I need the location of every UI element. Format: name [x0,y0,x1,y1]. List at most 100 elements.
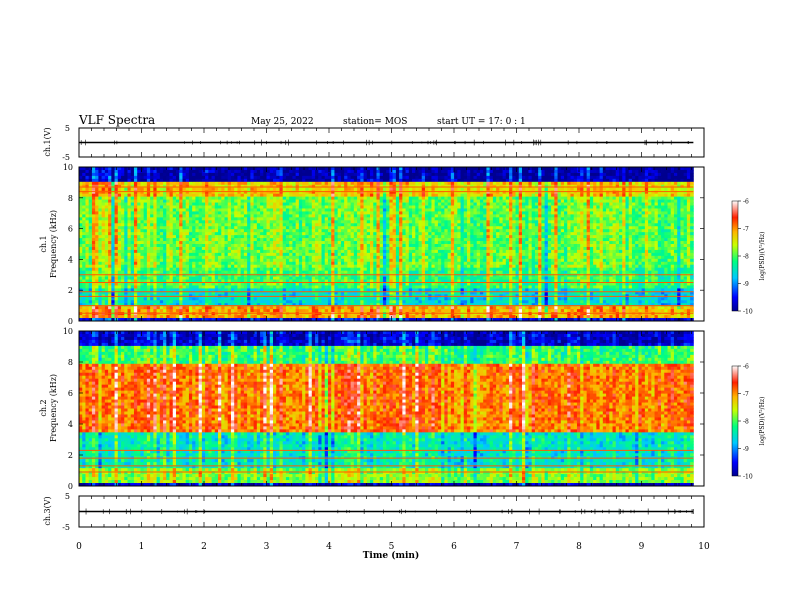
spectrogram-cell [331,264,335,269]
spectrogram-cell [130,261,135,266]
spectrogram-cell [208,267,212,272]
spectrogram-cell [253,202,258,206]
spectrogram-cell [276,261,280,266]
spectrogram-cell [124,291,128,295]
spectrogram-cell [266,211,271,215]
spectrogram-cell [273,279,277,283]
spectrogram-cell [311,267,316,272]
spectrogram-cell [117,241,122,245]
spectrogram-cell [195,211,200,215]
spectrogram-cell [221,244,225,248]
spectrogram-cell [366,187,371,192]
spectrogram-cell [250,172,255,177]
spectrogram-cell [205,300,209,304]
spectrogram-cell [163,211,167,215]
spectrogram-cell [256,232,261,236]
spectrogram-cell [221,217,225,221]
spectrogram-cell [192,208,196,212]
spectrogram-cell [95,190,99,195]
spectrogram-cell [117,288,122,292]
spectrogram-cell [111,217,115,221]
spectrogram-cell [331,303,335,307]
spectrogram-cell [188,178,193,183]
spectrogram-cell [169,178,174,183]
spectrogram-cell [137,291,141,295]
spectrogram-cell [247,241,251,245]
spectrogram-cell [185,175,190,180]
spectrogram-cell [172,220,177,224]
spectrogram-cell [143,315,148,319]
spectrogram-cell [156,261,161,266]
spectrogram-cell [276,169,280,174]
spectrogram-cell [240,238,245,242]
spectrogram-cell [353,208,358,212]
spectrogram-cell [285,244,290,248]
spectrogram-cell [205,255,209,260]
spectrogram-cell [370,202,374,206]
spectrogram-cell [340,238,345,242]
spectrogram-cell [153,187,157,192]
spectrogram-cell [285,217,290,221]
spectrogram-cell [318,196,322,200]
spectrogram-cell [169,202,174,206]
spectrogram-cell [108,297,112,301]
spectrogram-cell [108,285,112,289]
spectrogram-cell [146,303,151,307]
spectrogram-cell [363,220,368,224]
spectrogram-cell [111,187,115,192]
spectrogram-cell [247,167,251,171]
spectrogram-cell [243,238,248,242]
spectrogram-cell [127,232,132,236]
spectrogram-cell [137,252,141,257]
spectrogram-cell [185,249,190,254]
spectrogram-cell [133,252,138,257]
spectrogram-cell [111,315,115,319]
spectrogram-cell [221,187,225,192]
spectrogram-cell [79,184,83,189]
spectrogram-cell [256,208,261,212]
spectrogram-cell [305,202,309,206]
spectrogram-cell [298,306,303,310]
spectrogram-cell [150,226,154,230]
spectrogram-cell [302,270,306,275]
spectrogram-cell [276,187,280,192]
spectrogram-cell [150,255,154,260]
spectrogram-cell [237,235,242,239]
spectrogram-cell [121,244,125,248]
spectrogram-cell [302,297,306,301]
spectrogram-cell [218,288,222,292]
spectrogram-cell [195,276,200,280]
spectrogram-cell [150,285,154,289]
spectrogram-cell [176,288,180,292]
spectrogram-cell [98,208,103,212]
spectrogram-cell [117,202,122,206]
spectrogram-cell [373,297,377,301]
spectrogram-cell [350,205,355,209]
spectrogram-cell [201,214,206,218]
spectrogram-cell [143,190,148,195]
spectrogram-cell [198,306,203,310]
spectrogram-cell [334,214,339,218]
spectrogram-cell [88,282,93,286]
spectrogram-cell [360,205,364,209]
spectrogram-cell [234,178,238,183]
spectrogram-cell [247,220,251,224]
spectrogram-cell [111,169,115,174]
spectrogram-cell [308,202,313,206]
spectrogram-cell [243,300,248,304]
spectrogram-cell [163,315,167,319]
spectrogram-cell [221,211,225,215]
spectrogram-cell [334,244,339,248]
spectrogram-cell [85,270,90,275]
spectrogram-cell [360,175,364,180]
spectrogram-cell [150,211,154,215]
spectrogram-cell [137,232,141,236]
spectrogram-cell [302,196,306,200]
spectrogram-cell [130,211,135,215]
spectrogram-cell [230,217,235,221]
spectrogram-cell [376,172,381,177]
spectrogram-cell [334,202,339,206]
spectrogram-cell [334,246,339,251]
spectrogram-cell [276,303,280,307]
spectrogram-cell [88,258,93,263]
